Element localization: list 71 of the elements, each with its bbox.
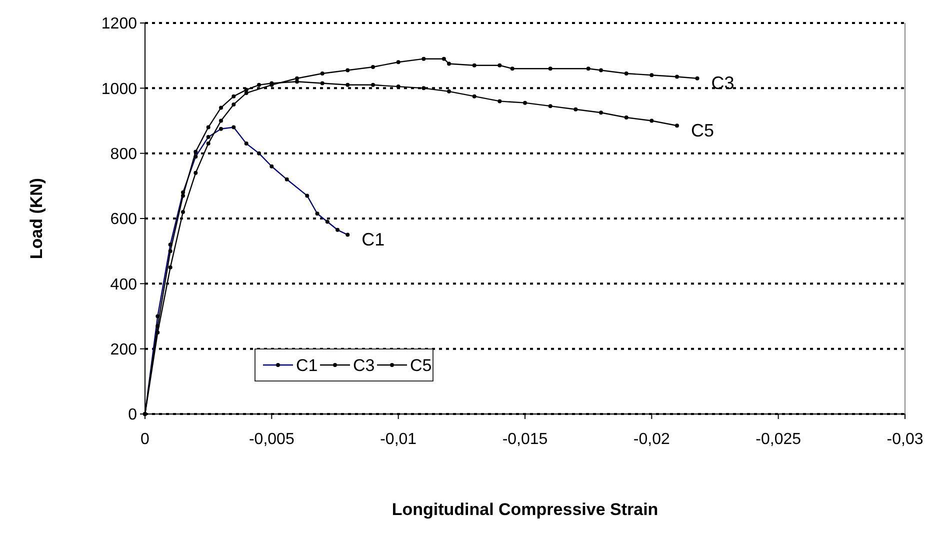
- x-axis-title: Longitudinal Compressive Strain: [392, 500, 658, 519]
- point: [548, 104, 552, 108]
- point: [194, 150, 198, 154]
- point: [599, 110, 603, 115]
- point: [168, 249, 172, 254]
- annotation: C5: [691, 120, 714, 140]
- point: [244, 88, 248, 92]
- point: [320, 81, 324, 86]
- point: [472, 94, 476, 98]
- point: [257, 82, 261, 87]
- point: [675, 124, 679, 128]
- point: [396, 84, 400, 89]
- point: [346, 82, 350, 87]
- point: [181, 210, 185, 214]
- point: [244, 91, 248, 96]
- point: [510, 66, 514, 71]
- legend-label: C3: [353, 356, 375, 375]
- point: [181, 194, 185, 198]
- point: [206, 142, 210, 146]
- x-tick-label: -0,03: [886, 431, 924, 448]
- point: [498, 99, 502, 104]
- point: [442, 56, 446, 61]
- y-tick-label: 200: [110, 341, 138, 358]
- point: [371, 64, 375, 69]
- point: [206, 125, 210, 130]
- point: [194, 170, 198, 175]
- point: [650, 73, 654, 78]
- y-tick-label: 800: [110, 146, 138, 163]
- point: [523, 100, 527, 105]
- point: [156, 324, 160, 328]
- x-tick-label: -0,005: [248, 431, 294, 448]
- y-tick-label: 1000: [101, 80, 138, 98]
- point: [346, 68, 350, 72]
- point: [219, 118, 223, 123]
- point: [447, 89, 451, 94]
- annotation: C1: [362, 230, 385, 250]
- y-axis-title: Load (KN): [27, 178, 46, 260]
- legend-label: C5: [410, 356, 432, 375]
- point: [586, 66, 590, 71]
- point: [232, 102, 236, 106]
- point: [624, 72, 628, 76]
- point: [675, 74, 679, 79]
- point: [472, 63, 476, 68]
- point: [219, 106, 223, 110]
- point: [498, 63, 502, 68]
- point: [371, 82, 375, 87]
- y-tick-label: 400: [110, 276, 138, 294]
- x-tick-label: -0,02: [633, 431, 670, 448]
- legend-label: C1: [296, 356, 318, 375]
- y-tick-label: 0: [128, 406, 138, 424]
- point: [232, 94, 236, 98]
- y-tick-label: 1200: [101, 16, 138, 33]
- point: [295, 76, 299, 80]
- point: [168, 265, 172, 270]
- point: [422, 56, 426, 61]
- y-tick-label: 600: [110, 211, 138, 228]
- x-tick-label: -0,015: [502, 431, 548, 448]
- point: [548, 66, 552, 71]
- point: [447, 62, 451, 66]
- x-tick-label: -0,025: [756, 431, 802, 448]
- point: [624, 115, 628, 120]
- point: [422, 86, 426, 90]
- point: [650, 118, 654, 123]
- point: [320, 72, 324, 76]
- point: [396, 60, 400, 64]
- point: [574, 107, 578, 112]
- x-tick-label: -0,01: [380, 431, 417, 448]
- point: [295, 80, 299, 84]
- point: [695, 76, 700, 80]
- point: [599, 68, 603, 72]
- x-tick-label: 0: [140, 431, 150, 448]
